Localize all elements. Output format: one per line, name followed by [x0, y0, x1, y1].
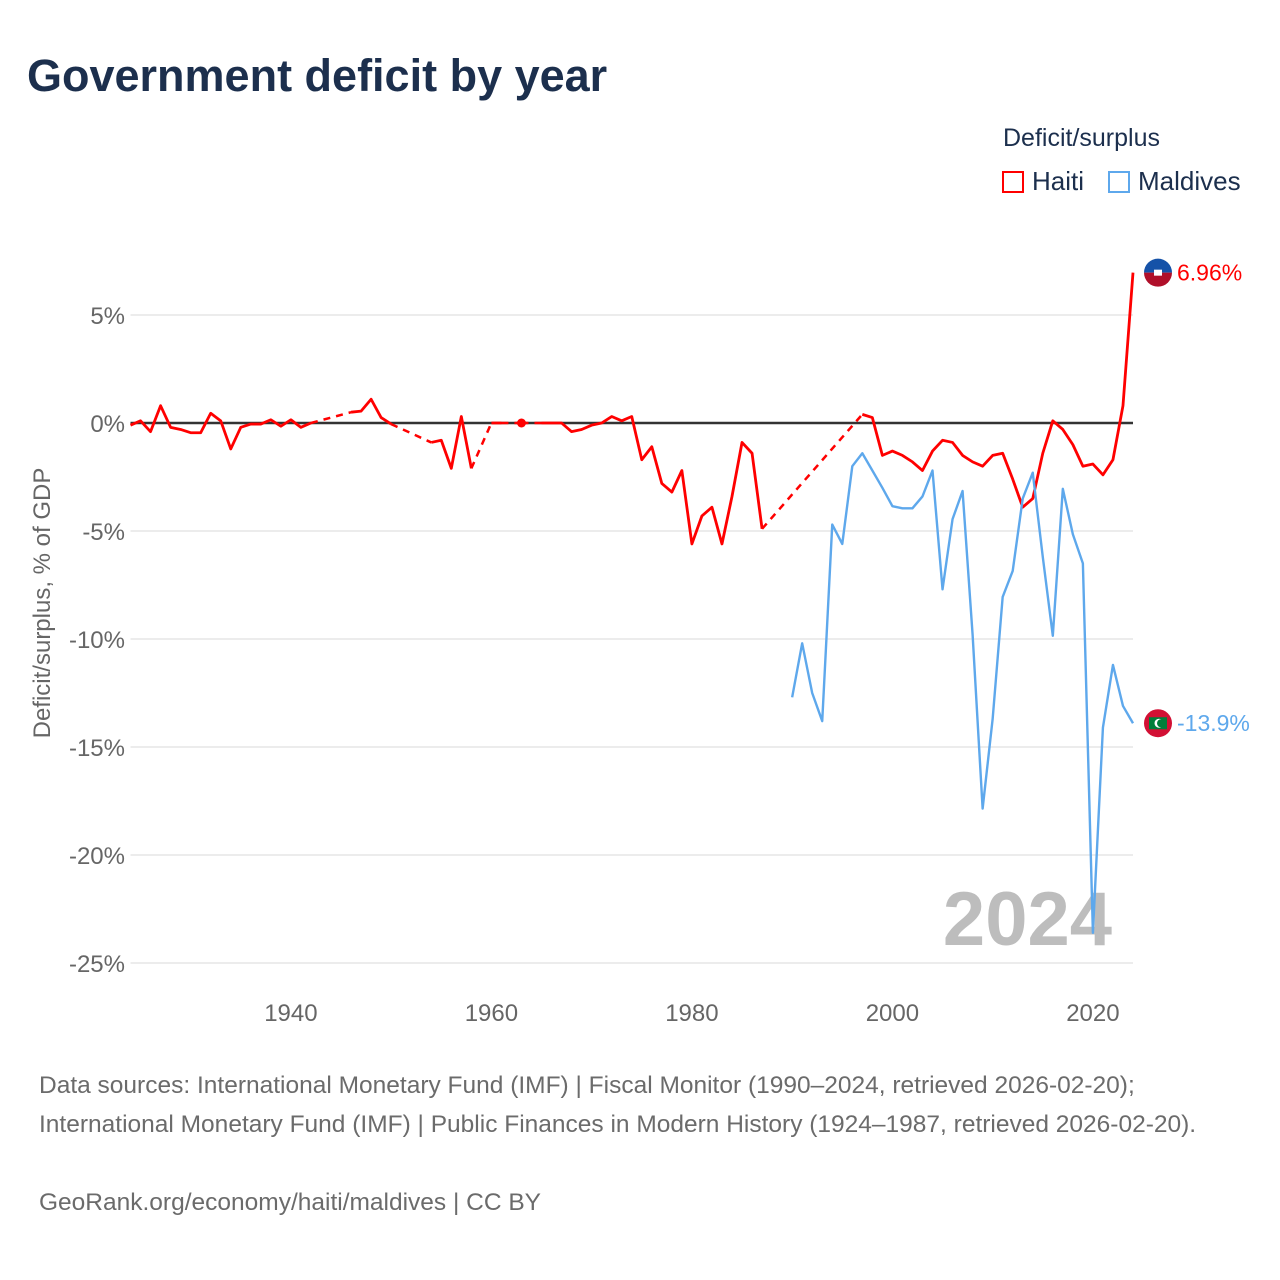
- legend-swatch-maldives: [1108, 170, 1130, 193]
- y-tick-label: -20%: [69, 843, 125, 870]
- flag-maldives-icon: [1144, 709, 1172, 738]
- series-line: [129, 404, 312, 451]
- gap-connector: [470, 422, 493, 469]
- series-maldives: -13.9%: [790, 452, 1250, 934]
- series-line: [430, 415, 473, 470]
- x-tick-label: 2000: [866, 1000, 919, 1027]
- flag-part: [1154, 269, 1162, 276]
- legend-item-haiti[interactable]: Haiti: [1002, 166, 1084, 197]
- data-sources: Data sources: International Monetary Fun…: [39, 1072, 1197, 1138]
- x-tick-label: 1960: [465, 1000, 518, 1027]
- flag-part: [1144, 258, 1172, 273]
- y-tick-label: -15%: [69, 735, 125, 762]
- legend-title: Deficit/surplus: [1003, 124, 1160, 152]
- series-line: [790, 452, 1135, 934]
- x-tick-label: 1940: [264, 1000, 317, 1027]
- flag-part: [1157, 719, 1165, 728]
- gap-connector: [390, 422, 432, 444]
- series-line: [541, 415, 764, 546]
- end-value-label: -13.9%: [1177, 710, 1250, 736]
- y-tick-label: -10%: [69, 627, 125, 654]
- flag-haiti-icon: [1144, 258, 1172, 287]
- current-year-label: 2024: [943, 877, 1112, 962]
- x-tick-label: 1980: [665, 1000, 718, 1027]
- gap-connector: [310, 410, 352, 425]
- y-tick-label: 5%: [90, 303, 125, 330]
- series-haiti: 6.96%: [129, 258, 1242, 546]
- legend-label-haiti: Haiti: [1032, 166, 1085, 196]
- x-tick-label: 2020: [1066, 1000, 1119, 1027]
- chart-plot: 5% 0% -5% -10% -15% -20% -25% 1940 1960 1980 2000 2…: [29, 258, 1250, 1027]
- legend-label-maldives: Maldives: [1138, 166, 1241, 196]
- credit-link[interactable]: GeoRank.org/economy/haiti/maldives | CC …: [39, 1189, 542, 1216]
- data-point: [516, 418, 526, 428]
- legend-item-maldives[interactable]: Maldives: [1108, 166, 1241, 197]
- end-value-label: 6.96%: [1177, 260, 1242, 286]
- y-tick-label: -5%: [82, 519, 125, 546]
- y-tick-label: 0%: [90, 411, 125, 438]
- series-line: [350, 397, 392, 426]
- flag-part: [1144, 272, 1172, 287]
- series-line: [861, 272, 1135, 509]
- y-axis-label: Deficit/surplus, % of GDP: [29, 468, 56, 739]
- legend-swatch-haiti: [1002, 170, 1024, 193]
- y-tick-label: -25%: [69, 951, 125, 978]
- chart-title: Government deficit by year: [27, 50, 608, 101]
